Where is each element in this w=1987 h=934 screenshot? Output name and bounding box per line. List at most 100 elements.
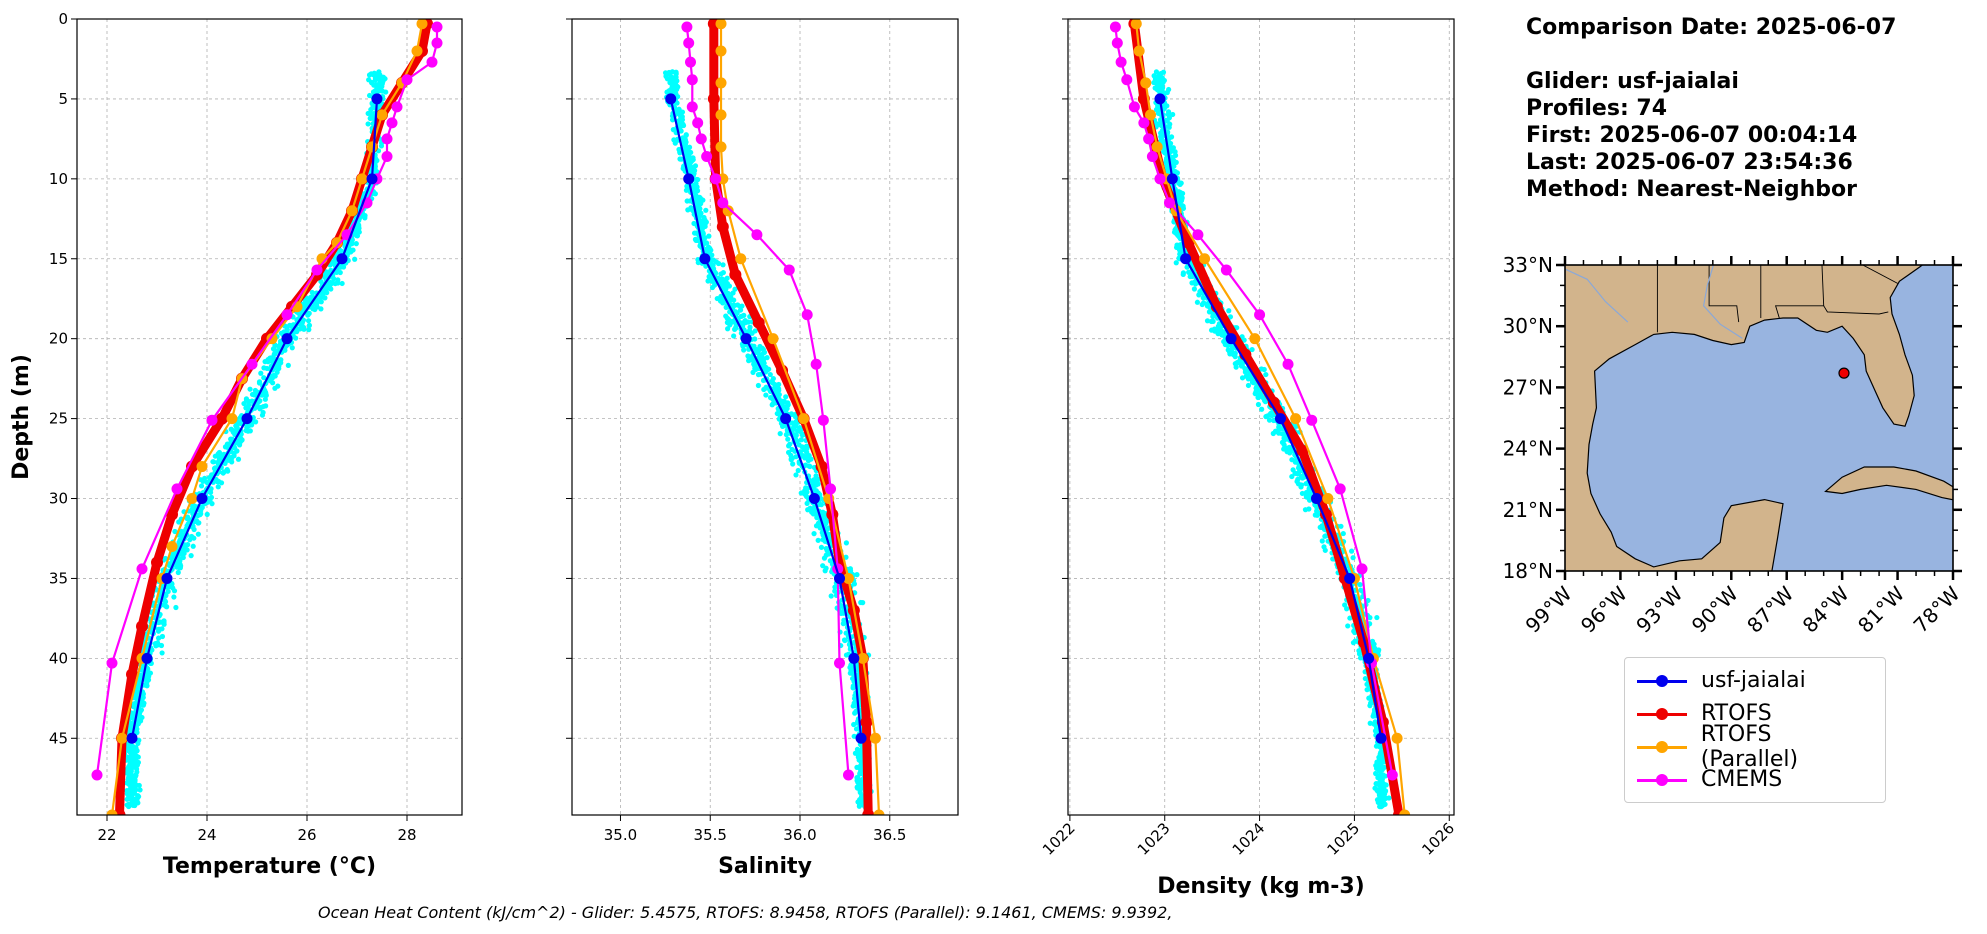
scatter-point [1365, 597, 1371, 604]
data-point [246, 358, 258, 370]
scatter-point [193, 518, 200, 524]
scatter-point [1177, 181, 1183, 188]
scatter-point [851, 733, 857, 739]
scatter-point [249, 422, 255, 428]
scatter-point [258, 370, 264, 376]
scatter-point [700, 197, 706, 203]
data-point [834, 657, 846, 669]
scatter-point [235, 456, 242, 462]
scatter-point [1158, 132, 1165, 138]
scatter-point [144, 683, 150, 689]
scatter-point [1266, 417, 1273, 423]
scatter-point [1351, 628, 1357, 634]
scatter-point [1263, 414, 1269, 420]
scatter-point [366, 92, 373, 99]
scatter-point [1376, 756, 1383, 763]
scatter-point [1372, 719, 1378, 725]
scatter-point [1164, 118, 1170, 124]
scatter-point [178, 528, 184, 535]
scatter-point [285, 362, 291, 368]
scatter-point [1245, 376, 1252, 382]
scatter-point [270, 346, 277, 352]
scatter-point [133, 787, 139, 793]
data-point [707, 92, 720, 105]
scatter-point [330, 259, 336, 265]
scatter-point [1218, 330, 1224, 336]
scatter-point [767, 371, 773, 378]
scatter-point [759, 351, 765, 358]
scatter-point [267, 378, 273, 384]
scatter-point [1246, 371, 1253, 377]
scatter-point [1258, 366, 1265, 372]
state-border [1823, 305, 1889, 315]
glider-scatter [1151, 69, 1392, 810]
scatter-point [709, 284, 716, 291]
scatter-point [1306, 506, 1312, 512]
data-point [1133, 45, 1145, 57]
data-point [226, 413, 238, 425]
data-point [683, 173, 695, 185]
x-tick-label: 1025 [1324, 819, 1364, 859]
data-point [106, 657, 118, 669]
scatter-point [297, 326, 303, 332]
scatter-point [780, 404, 787, 410]
scatter-point [302, 300, 308, 306]
data-point [241, 413, 253, 425]
scatter-point [843, 540, 849, 546]
glider-scatter [662, 69, 874, 810]
scatter-point [362, 213, 368, 219]
data-point [716, 220, 729, 233]
scatter-point [842, 637, 848, 644]
scatter-point [1239, 334, 1245, 340]
comparison-date: Comparison Date: 2025-06-07 [1526, 15, 1897, 40]
scatter-point [1239, 362, 1245, 369]
scatter-point [230, 427, 236, 434]
legend-swatch [1635, 770, 1689, 790]
data-point [683, 37, 695, 49]
data-point [1199, 253, 1211, 265]
scatter-point [708, 247, 714, 253]
scatter-point [260, 409, 266, 416]
legend-item-cmems: CMEMS [1635, 763, 1875, 796]
scatter-point [1374, 614, 1380, 621]
data-point [1386, 769, 1398, 781]
data-point [869, 732, 881, 744]
scatter-point [212, 453, 218, 459]
data-point [798, 413, 810, 425]
data-point [346, 205, 358, 217]
scatter-point [339, 280, 345, 287]
scatter-point [1163, 157, 1169, 163]
scatter-point [134, 766, 140, 772]
gulf-of-mexico-map: 33°N 30°N 27°N 24°N 21°N 18°N99°W 96°W 93°W 90°W… [1503, 253, 1965, 638]
data-point [665, 93, 677, 105]
scatter-point [1322, 547, 1328, 553]
data-point [1363, 652, 1375, 664]
scatter-point [761, 386, 767, 393]
scatter-point [229, 459, 235, 465]
scatter-point [159, 626, 165, 632]
scatter-point [817, 525, 823, 531]
data-point [710, 173, 722, 185]
scatter-point [1350, 555, 1356, 561]
scatter-point [353, 232, 360, 239]
lon-label: 93°W [1631, 581, 1687, 637]
scatter-point [253, 419, 259, 425]
scatter-point [198, 483, 205, 489]
data-point [281, 309, 293, 321]
scatter-point [1357, 582, 1363, 588]
scatter-point [1227, 314, 1234, 320]
panel-2: 1022 1023 1024 1025 1026 Density (kg m-3) [1039, 18, 1458, 899]
scatter-point [684, 183, 690, 189]
scatter-point [1189, 280, 1195, 286]
scatter-point [1253, 385, 1259, 391]
scatter-point [1187, 273, 1193, 280]
scatter-point [128, 775, 134, 781]
scatter-point [215, 484, 221, 490]
scatter-point [1272, 428, 1279, 434]
data-point [1111, 37, 1123, 49]
lat-label: 33°N [1503, 253, 1553, 277]
scatter-point [274, 369, 280, 375]
scatter-point [252, 387, 258, 394]
legend-item-rtofs: RTOFS [1635, 697, 1875, 730]
